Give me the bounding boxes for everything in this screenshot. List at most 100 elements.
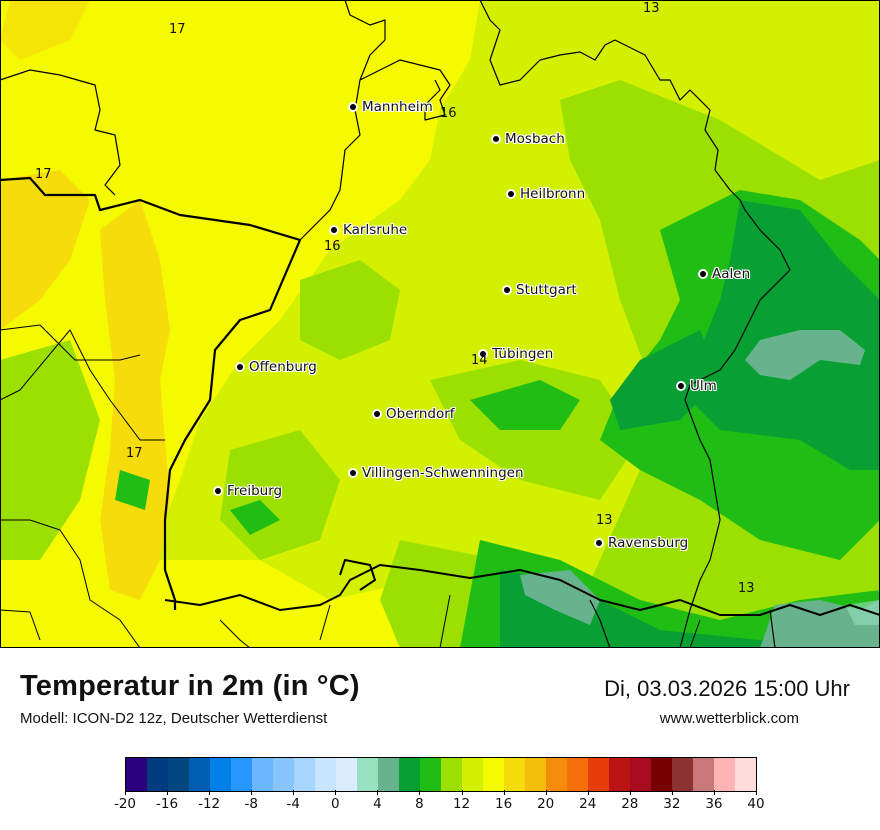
temperature-map: Mannheim Mosbach Heilbronn Karlsruhe Aal…: [0, 0, 880, 648]
colorbar-tick-label: 0: [331, 796, 340, 812]
isotherm-label: 17: [126, 446, 143, 461]
colorbar-tick: [167, 790, 169, 795]
city-marker-icon: [350, 104, 356, 110]
colorbar-tick-label: 40: [747, 796, 765, 812]
colorbar-segment: [168, 758, 189, 791]
colorbar-tick: [713, 790, 715, 795]
colorbar-segment: [147, 758, 168, 791]
city-label-aalen: Aalen: [700, 266, 750, 282]
colorbar-segment: [525, 758, 546, 791]
colorbar-tick-label: 24: [579, 796, 597, 812]
colorbar-tick: [377, 790, 379, 795]
city-marker-icon: [215, 488, 221, 494]
city-marker-icon: [480, 351, 486, 357]
colorbar-segment: [294, 758, 315, 791]
colorbar-tick: [419, 790, 421, 795]
colorbar-tick: [629, 790, 631, 795]
temperature-field: [0, 0, 880, 648]
colorbar-segment: [399, 758, 420, 791]
colorbar-segment: [588, 758, 609, 791]
city-marker-icon: [331, 227, 337, 233]
colorbar-segment: [252, 758, 273, 791]
colorbar-segment: [630, 758, 651, 791]
website-link[interactable]: www.wetterblick.com: [659, 710, 799, 727]
map-title: Temperatur in 2m (in °C): [20, 670, 360, 702]
isotherm-label: 17: [169, 22, 186, 37]
colorbar-tick-label: 28: [621, 796, 639, 812]
model-subtitle: Modell: ICON-D2 12z, Deutscher Wetterdie…: [20, 710, 328, 727]
colorbar-tick-label: -4: [286, 796, 300, 812]
colorbar-segment: [567, 758, 588, 791]
colorbar-tick: [209, 790, 211, 795]
colorbar-tick-label: 8: [415, 796, 424, 812]
isotherm-label: 14: [471, 353, 488, 368]
colorbar-segment: [231, 758, 252, 791]
colorbar-tick: [756, 790, 757, 795]
colorbar-tick: [251, 790, 253, 795]
colorbar-segment: [504, 758, 525, 791]
colorbar-segment: [441, 758, 462, 791]
colorbar-tick-label: 32: [663, 796, 681, 812]
colorbar-tick-label: 4: [373, 796, 382, 812]
colorbar-segment: [651, 758, 672, 791]
city-marker-icon: [493, 136, 499, 142]
colorbar-segment: [189, 758, 210, 791]
colorbar-segment: [315, 758, 336, 791]
isotherm-label: 16: [440, 106, 457, 121]
colorbar-tick-label: 36: [705, 796, 723, 812]
colorbar-segment: [609, 758, 630, 791]
city-marker-icon: [374, 411, 380, 417]
city-label-karlsruhe: Karlsruhe: [331, 222, 407, 238]
city-label-offenburg: Offenburg: [237, 359, 317, 375]
colorbar-segment: [420, 758, 441, 791]
city-label-stuttgart: Stuttgart: [504, 282, 577, 298]
colorbar-segment: [735, 758, 756, 791]
colorbar-tick: [503, 790, 505, 795]
colorbar-tick: [125, 790, 126, 795]
isotherm-label: 16: [324, 239, 341, 254]
colorbar-segment: [672, 758, 693, 791]
colorbar-tick-label: -20: [113, 796, 137, 812]
colorbar-segment: [693, 758, 714, 791]
colorbar-tick-label: -8: [244, 796, 258, 812]
colorbar-tick-label: -12: [198, 796, 221, 812]
city-label-oberndorf: Oberndorf: [374, 406, 455, 422]
colorbar-segment: [546, 758, 567, 791]
city-label-ravensburg: Ravensburg: [596, 535, 688, 551]
colorbar-segment: [462, 758, 483, 791]
colorbar-tick-label: 20: [537, 796, 555, 812]
city-label-ulm: Ulm: [678, 378, 717, 394]
colorbar-segment: [126, 758, 147, 791]
colorbar-segment: [378, 758, 399, 791]
temperature-colorbar: [125, 757, 757, 792]
isotherm-label: 13: [596, 513, 613, 528]
colorbar-segment: [210, 758, 231, 791]
colorbar-segment: [357, 758, 378, 791]
colorbar-tick: [335, 790, 337, 795]
city-marker-icon: [700, 271, 706, 277]
city-marker-icon: [237, 364, 243, 370]
colorbar-segment: [714, 758, 735, 791]
city-label-tuebingen: Tübingen: [480, 346, 553, 362]
colorbar-ticks: -20 -16 -12 -8 -4 0 4 8 12 16 20 24 28 32 36 40: [114, 790, 765, 820]
colorbar-tick: [671, 790, 673, 795]
colorbar-tick: [461, 790, 463, 795]
city-marker-icon: [350, 470, 356, 476]
city-marker-icon: [678, 383, 684, 389]
colorbar-segment: [483, 758, 504, 791]
isotherm-label: 13: [738, 581, 755, 596]
colorbar-segment: [273, 758, 294, 791]
city-marker-icon: [596, 540, 602, 546]
city-label-heilbronn: Heilbronn: [508, 186, 585, 202]
isotherm-label: 17: [35, 167, 52, 182]
city-label-freiburg: Freiburg: [215, 483, 282, 499]
colorbar-tick: [293, 790, 295, 795]
isotherm-label: 13: [643, 1, 660, 16]
city-marker-icon: [508, 191, 514, 197]
forecast-datetime: Di, 03.03.2026 15:00 Uhr: [604, 676, 850, 701]
city-label-mosbach: Mosbach: [493, 131, 565, 147]
colorbar-tick: [545, 790, 547, 795]
city-marker-icon: [504, 287, 510, 293]
city-label-mannheim: Mannheim: [350, 99, 433, 115]
colorbar-segment: [336, 758, 357, 791]
